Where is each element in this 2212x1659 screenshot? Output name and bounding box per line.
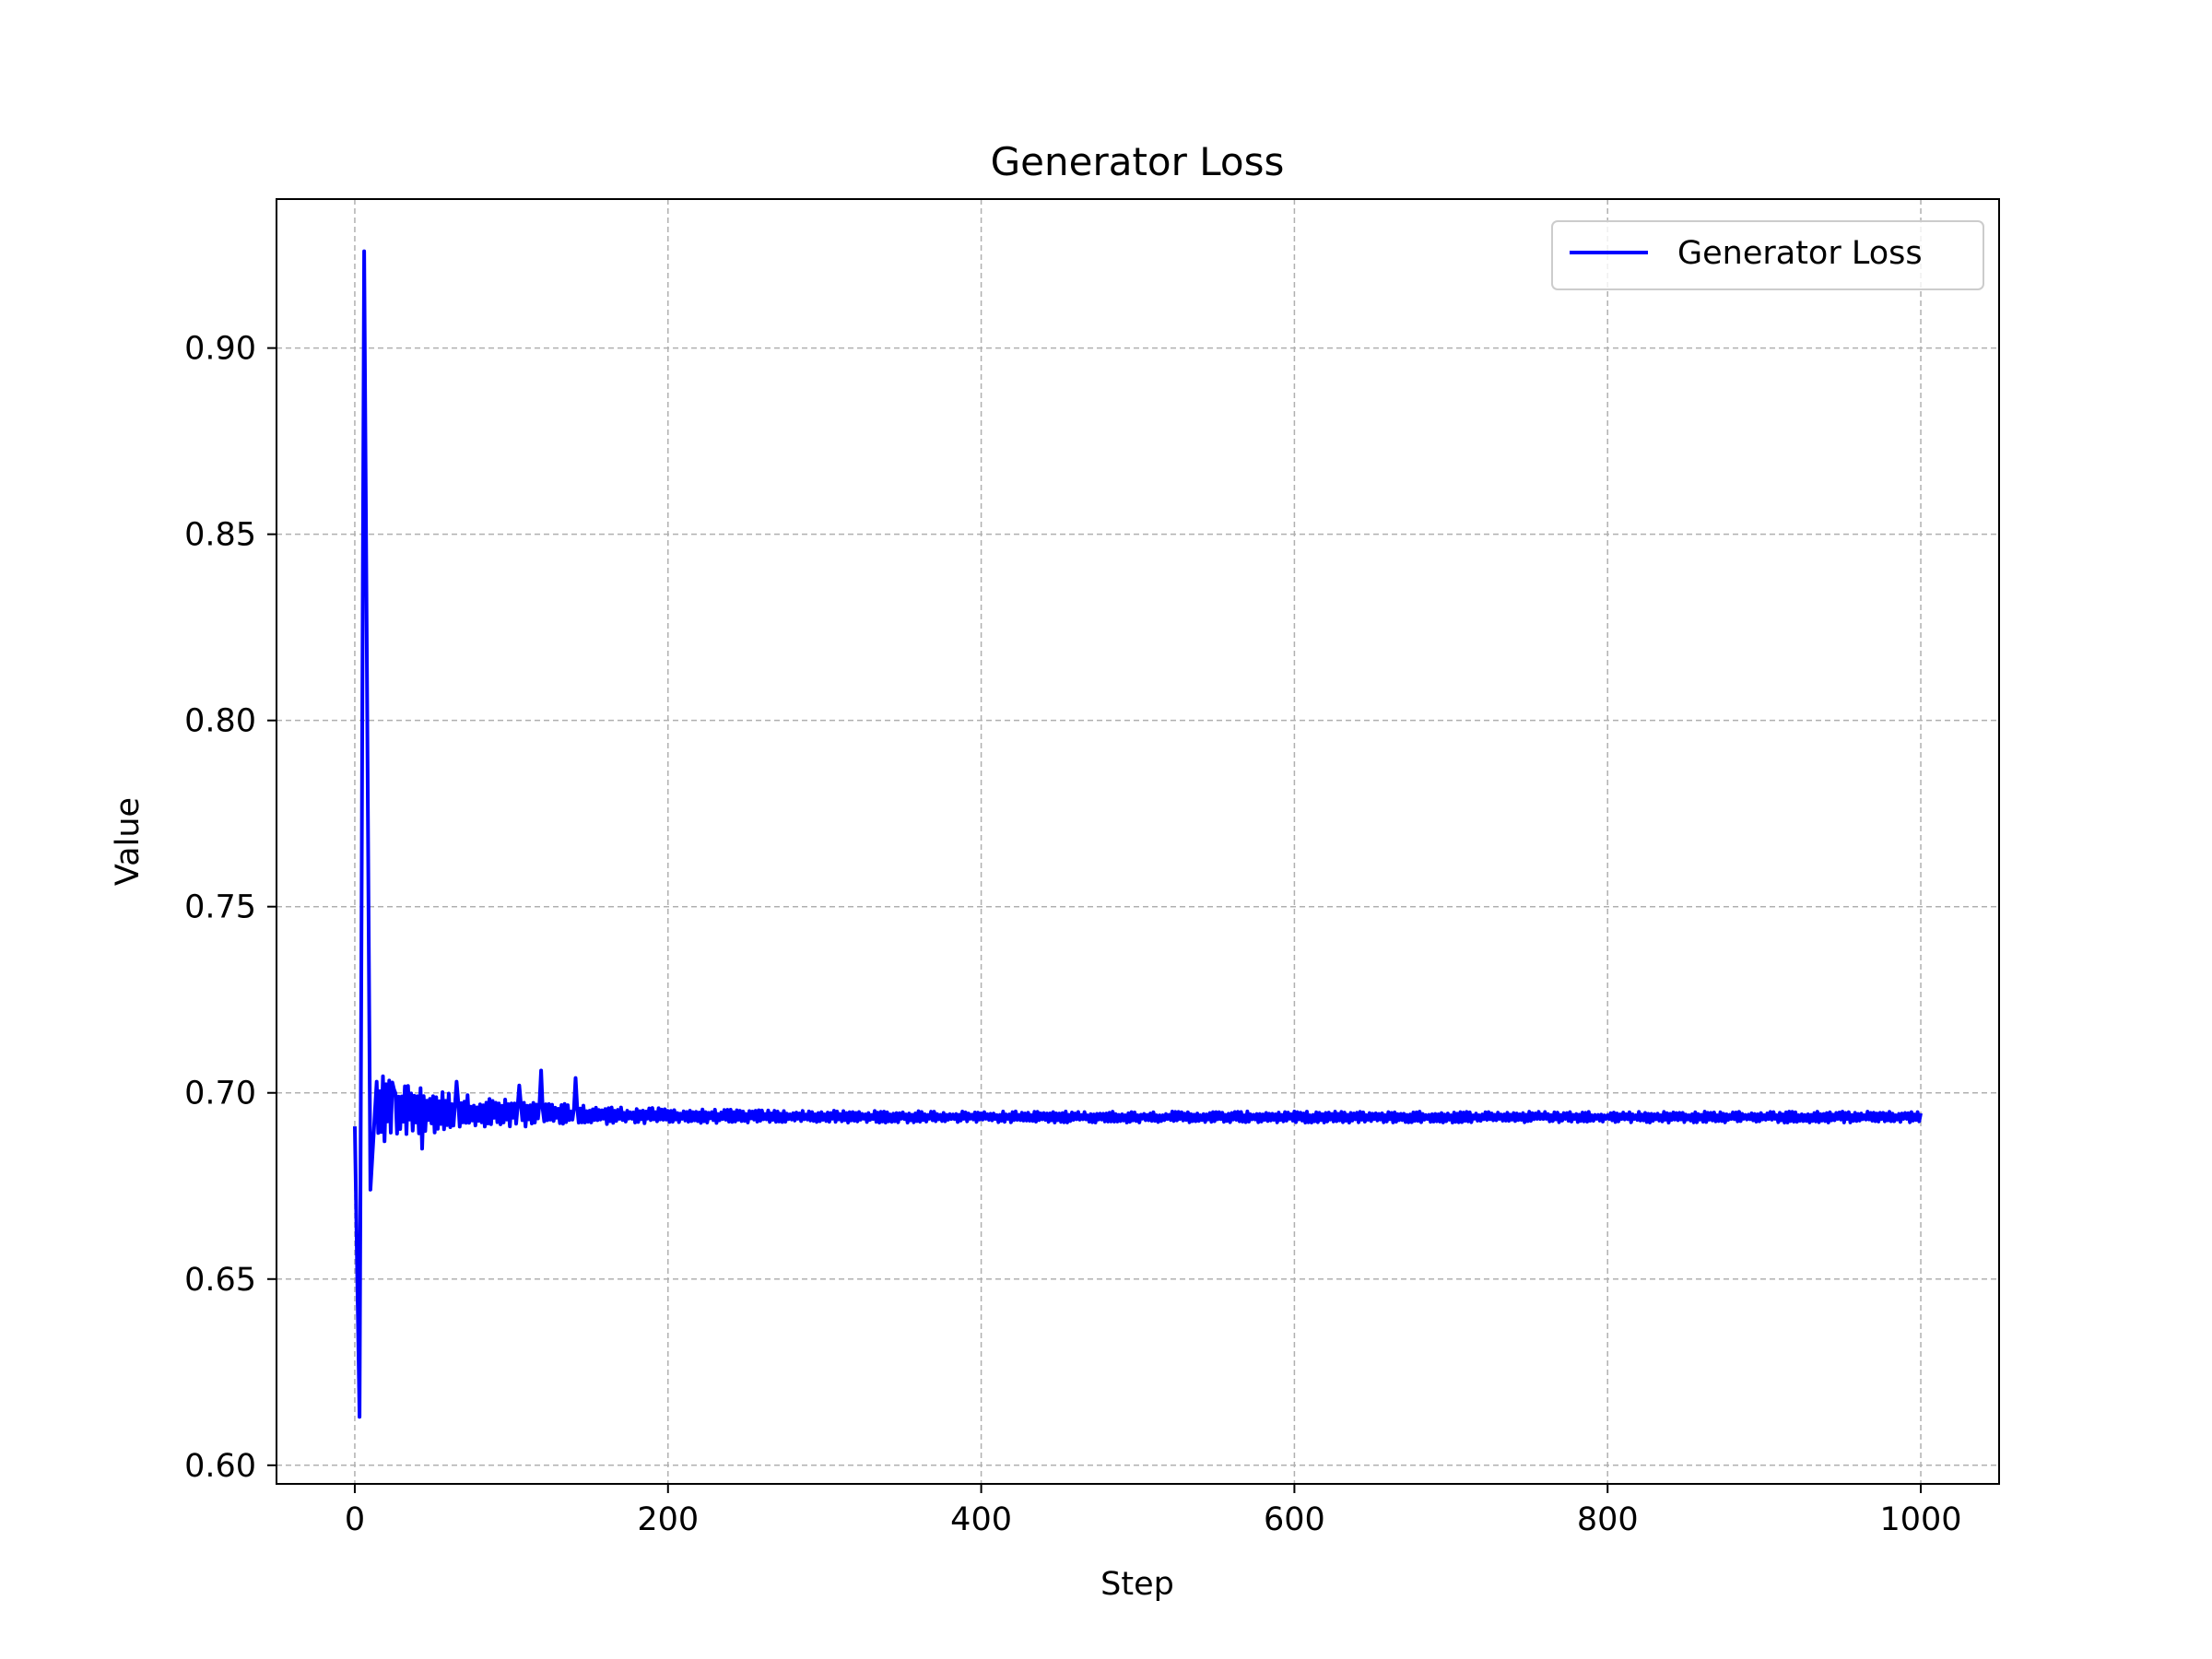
plot-area <box>353 249 1923 1419</box>
x-tick-label: 400 <box>950 1501 1012 1538</box>
y-tick-label: 0.70 <box>184 1076 256 1112</box>
axes-frame <box>276 198 2000 1485</box>
x-tick-label: 800 <box>1577 1501 1639 1538</box>
y-tick-label: 0.60 <box>184 1448 256 1485</box>
y-tick-label: 0.75 <box>184 889 256 926</box>
y-axis: 0.60 0.65 0.70 0.75 0.80 0.85 0.90 <box>184 331 276 1485</box>
y-tick-label: 0.65 <box>184 1262 256 1299</box>
x-tick-label: 1000 <box>1880 1501 1962 1538</box>
grid <box>276 199 1999 1484</box>
legend-label-generator-loss: Generator Loss <box>1677 235 1923 272</box>
x-axis-label: Step <box>1100 1566 1174 1603</box>
legend-box <box>1551 220 1984 290</box>
y-tick-label: 0.85 <box>184 517 256 554</box>
y-tick-label: 0.90 <box>184 331 256 368</box>
y-tick-label: 0.80 <box>184 703 256 740</box>
legend: Generator Loss <box>1551 220 1984 290</box>
chart-title: Generator Loss <box>991 139 1285 184</box>
x-tick-label: 0 <box>345 1501 365 1538</box>
x-tick-label: 600 <box>1264 1501 1325 1538</box>
y-axis-label: Value <box>110 797 147 886</box>
x-axis: 0 200 400 600 800 1000 <box>345 1484 1962 1538</box>
x-tick-label: 200 <box>637 1501 699 1538</box>
series-line-generator-loss <box>353 249 1923 1419</box>
